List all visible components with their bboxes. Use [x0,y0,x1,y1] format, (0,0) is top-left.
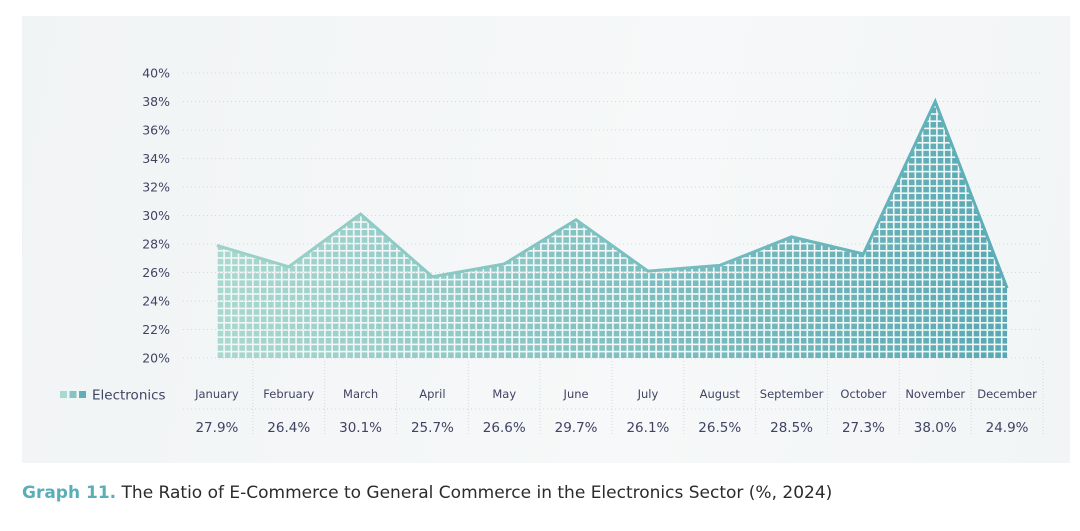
chart-caption: Graph 11. The Ratio of E-Commerce to Gen… [22,483,832,503]
data-label: 26.6% [483,420,526,436]
data-label: 30.1% [339,420,382,436]
y-tick-label: 28% [142,237,170,252]
data-label: 29.7% [555,420,598,436]
data-label: 26.5% [698,420,741,436]
y-tick-label: 30% [142,208,170,223]
y-tick-label: 40% [142,66,170,81]
x-tick-label: July [637,387,659,401]
x-tick-label: October [840,387,886,401]
x-tick-label: April [419,387,445,401]
data-label: 26.1% [626,420,669,436]
x-tick-label: December [977,387,1037,401]
data-label: 26.4% [267,420,310,436]
y-tick-label: 24% [142,294,170,309]
x-tick-label: August [700,387,741,401]
y-tick-label: 32% [142,180,170,195]
y-tick-label: 20% [142,351,170,366]
x-tick-label: September [760,387,824,401]
caption-lead: Graph 11. [22,483,117,503]
y-tick-label: 34% [142,151,170,166]
y-tick-label: 26% [142,265,170,280]
x-tick-label: May [492,387,516,401]
caption-text: The Ratio of E-Commerce to General Comme… [116,483,833,503]
y-tick-label: 38% [142,94,170,109]
data-label: 28.5% [770,420,813,436]
x-tick-label: February [263,387,314,401]
legend-swatch [79,391,86,398]
data-label: 27.3% [842,420,885,436]
data-label: 24.9% [986,420,1029,436]
legend-swatch [69,391,77,398]
y-tick-label: 36% [142,123,170,138]
x-tick-label: November [905,387,965,401]
y-tick-label: 22% [142,322,170,337]
data-label: 38.0% [914,420,957,436]
data-label: 27.9% [195,420,238,436]
data-label: 25.7% [411,420,454,436]
x-tick-label: June [563,387,589,401]
x-tick-label: January [194,387,239,401]
x-tick-label: March [343,387,378,401]
legend-label: Electronics [92,388,166,404]
series-line-electronics [216,97,1009,289]
legend-swatch [60,391,67,398]
